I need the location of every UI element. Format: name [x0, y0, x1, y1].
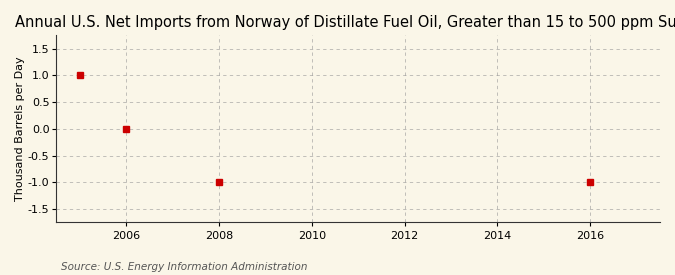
Title: Annual U.S. Net Imports from Norway of Distillate Fuel Oil, Greater than 15 to 5: Annual U.S. Net Imports from Norway of D… — [15, 15, 675, 30]
Y-axis label: Thousand Barrels per Day: Thousand Barrels per Day — [15, 57, 25, 201]
Text: Source: U.S. Energy Information Administration: Source: U.S. Energy Information Administ… — [61, 262, 307, 272]
